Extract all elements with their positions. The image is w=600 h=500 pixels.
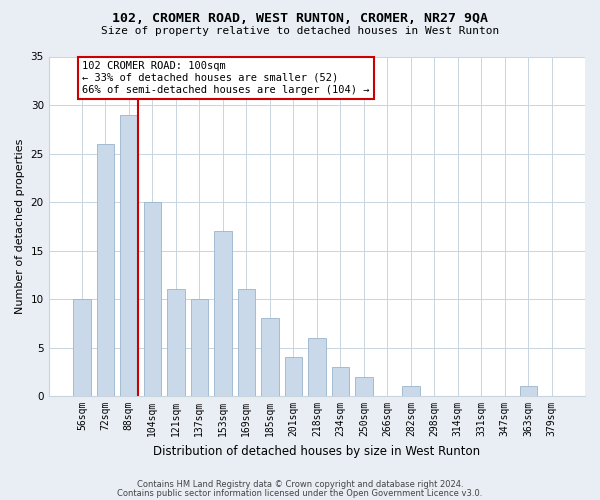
- Text: 102, CROMER ROAD, WEST RUNTON, CROMER, NR27 9QA: 102, CROMER ROAD, WEST RUNTON, CROMER, N…: [112, 12, 488, 26]
- Bar: [261, 318, 278, 396]
- Bar: [355, 376, 373, 396]
- Bar: [73, 299, 91, 396]
- Text: Size of property relative to detached houses in West Runton: Size of property relative to detached ho…: [101, 26, 499, 36]
- Bar: [120, 114, 137, 396]
- X-axis label: Distribution of detached houses by size in West Runton: Distribution of detached houses by size …: [153, 444, 481, 458]
- Bar: [238, 290, 255, 396]
- Bar: [308, 338, 326, 396]
- Bar: [143, 202, 161, 396]
- Bar: [520, 386, 537, 396]
- Text: 102 CROMER ROAD: 100sqm
← 33% of detached houses are smaller (52)
66% of semi-de: 102 CROMER ROAD: 100sqm ← 33% of detache…: [82, 62, 370, 94]
- Bar: [167, 290, 185, 396]
- Y-axis label: Number of detached properties: Number of detached properties: [15, 138, 25, 314]
- Bar: [214, 231, 232, 396]
- Bar: [97, 144, 114, 396]
- Bar: [191, 299, 208, 396]
- Bar: [402, 386, 419, 396]
- Bar: [332, 367, 349, 396]
- Text: Contains public sector information licensed under the Open Government Licence v3: Contains public sector information licen…: [118, 488, 482, 498]
- Bar: [284, 357, 302, 396]
- Text: Contains HM Land Registry data © Crown copyright and database right 2024.: Contains HM Land Registry data © Crown c…: [137, 480, 463, 489]
